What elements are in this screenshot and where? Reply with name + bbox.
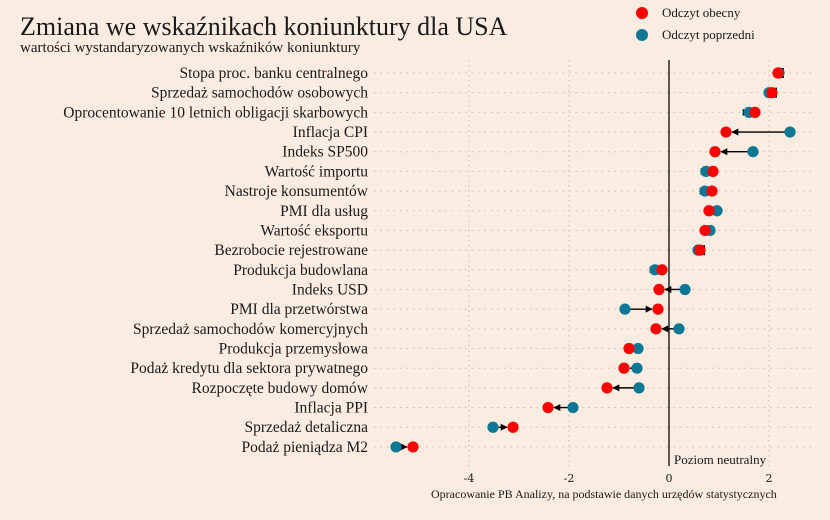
source-note: Opracowanie PB Analizy, na podstawie dan… bbox=[431, 487, 777, 501]
legend-item-current: Odczyt obecny bbox=[636, 5, 740, 21]
point-current bbox=[772, 67, 784, 79]
point-current bbox=[650, 323, 662, 335]
point-current bbox=[601, 382, 613, 394]
y-tick-label: PMI dla przetwórstwa bbox=[230, 301, 368, 318]
y-tick-label: PMI dla usług bbox=[280, 203, 368, 220]
point-current bbox=[749, 106, 761, 118]
point-previous bbox=[390, 441, 402, 453]
point-current bbox=[720, 126, 732, 138]
point-previous bbox=[784, 126, 796, 138]
x-tick-label: 2 bbox=[766, 472, 773, 485]
point-current bbox=[766, 87, 778, 99]
point-previous bbox=[487, 421, 499, 433]
point-current bbox=[703, 205, 715, 217]
x-tick-label: 0 bbox=[666, 472, 673, 485]
x-tick-label: -2 bbox=[564, 472, 575, 485]
reference-line-label: Poziom neutralny bbox=[674, 452, 767, 467]
y-tick-label: Stopa proc. banku centralnego bbox=[179, 65, 368, 82]
point-current bbox=[618, 362, 630, 374]
y-tick-label: Inflacja CPI bbox=[293, 124, 368, 141]
point-previous bbox=[567, 401, 579, 414]
y-tick-label: Sprzedaż samochodów komercyjnych bbox=[133, 321, 368, 338]
point-previous bbox=[633, 382, 645, 394]
point-current bbox=[652, 303, 664, 315]
point-previous bbox=[747, 146, 759, 158]
y-tick-label: Sprzedaż detaliczna bbox=[245, 419, 369, 436]
point-current bbox=[656, 264, 668, 276]
legend-item-previous: Odczyt poprzedni bbox=[636, 27, 755, 43]
legend-label-previous: Odczyt poprzedni bbox=[662, 27, 755, 42]
y-tick-label: Produkcja budowlana bbox=[233, 262, 368, 279]
y-tick-label: Sprzedaż samochodów osobowych bbox=[151, 85, 368, 102]
point-previous bbox=[619, 303, 631, 315]
point-current bbox=[694, 244, 706, 256]
point-previous bbox=[631, 362, 643, 374]
point-current bbox=[507, 421, 519, 433]
y-tick-label: Nastroje konsumentów bbox=[225, 183, 369, 200]
point-current bbox=[707, 165, 719, 177]
point-current bbox=[407, 441, 419, 453]
point-previous bbox=[632, 342, 644, 355]
y-tick-label: Indeks USD bbox=[292, 281, 368, 298]
point-current bbox=[653, 283, 665, 296]
point-previous bbox=[711, 205, 723, 217]
y-tick-label: Indeks SP500 bbox=[282, 144, 368, 161]
y-tick-label: Inflacja PPI bbox=[294, 400, 368, 417]
y-tick-label: Rozpoczęte budowy domów bbox=[192, 380, 369, 397]
point-current bbox=[623, 342, 635, 355]
y-tick-label: Podaż pieniądza M2 bbox=[241, 439, 368, 456]
point-current bbox=[542, 401, 554, 414]
x-tick-label: -4 bbox=[464, 472, 475, 485]
y-tick-label: Bezrobocie rejestrowane bbox=[214, 242, 368, 259]
point-previous bbox=[673, 323, 685, 335]
legend-label-current: Odczyt obecny bbox=[662, 5, 741, 20]
chart-title: Zmiana we wskaźnikach koniunktury dla US… bbox=[20, 12, 508, 41]
y-tick-label: Wartość eksportu bbox=[260, 222, 368, 239]
y-tick-label: Produkcja przemysłowa bbox=[219, 341, 368, 358]
y-tick-label: Oprocentowanie 10 letnich obligacji skar… bbox=[63, 104, 368, 121]
point-current bbox=[706, 185, 718, 197]
point-current bbox=[699, 224, 711, 237]
legend-marker-previous bbox=[636, 29, 648, 41]
y-tick-label: Wartość importu bbox=[265, 163, 369, 180]
chart-subtitle: wartości wystandaryzowanych wskaźników k… bbox=[20, 40, 361, 56]
point-previous bbox=[679, 283, 691, 296]
y-tick-label: Podaż kredytu dla sektora prywatnego bbox=[130, 360, 368, 377]
point-current bbox=[709, 146, 721, 158]
legend-marker-current bbox=[636, 7, 648, 19]
